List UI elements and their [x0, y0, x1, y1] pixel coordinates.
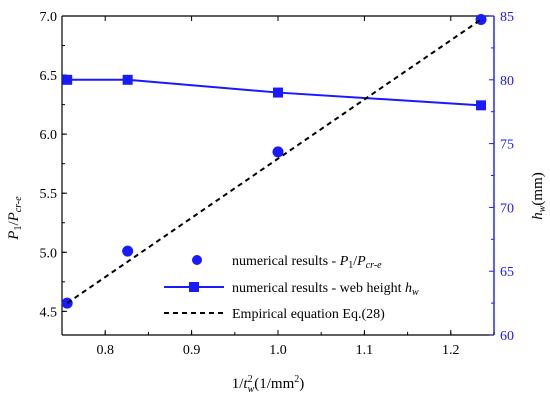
legend: numerical results - P1/Pcr-e numerical r… [164, 254, 419, 322]
web-height-point [122, 74, 133, 85]
x-tick-label: 0.8 [96, 343, 114, 358]
p-ratio-point [122, 245, 134, 257]
legend-label-empirical: Empirical equation Eq.(28) [232, 307, 385, 322]
y-left-tick-label: 6.0 [40, 128, 58, 143]
x-tick-label: 1.2 [442, 343, 460, 358]
legend-marker-circle [192, 255, 202, 265]
series-layer [61, 14, 487, 309]
web-height-line [67, 78, 482, 107]
y-right-axis-title: hw(mm) [530, 172, 548, 220]
y-right-tick-label: 85 [500, 10, 514, 25]
empirical-equation-line [66, 18, 482, 304]
y-left-tick-label: 4.5 [40, 305, 58, 320]
web-height-point [476, 100, 487, 111]
p-ratio-point [272, 146, 284, 158]
web-height-point [273, 87, 283, 98]
legend-label-p-ratio: numerical results - P1/Pcr-e [232, 254, 382, 271]
x-tick-label: 0.9 [183, 343, 201, 358]
y-right-tick-label: 75 [500, 138, 514, 153]
x-axis-title: 1/t2 w(1/mm2) [232, 374, 305, 395]
x-tick-label: 1.0 [269, 343, 287, 358]
y-right-tick-label: 80 [500, 74, 514, 89]
y-right-tick-label: 70 [500, 201, 514, 216]
y-left-tick-label: 5.0 [40, 246, 58, 261]
web-height-point [62, 74, 73, 85]
axes: 0.8 0.9 1.0 1.1 1.2 4.5 5.0 5.5 6.0 6.5 7.0 60 65 70 7… [40, 10, 515, 358]
legend-marker-square [189, 282, 199, 292]
y-left-tick-label: 5.5 [40, 187, 58, 202]
y-left-tick-label: 6.5 [40, 69, 58, 84]
y-right-tick-label: 65 [500, 265, 514, 280]
y-left-axis-title: P1/Pcr-e [6, 196, 24, 241]
y-left-tick-label: 7.0 [40, 10, 58, 25]
legend-label-web-height: numerical results - web height hw [232, 281, 419, 298]
x-tick-label: 1.1 [356, 343, 374, 358]
y-right-tick-label: 60 [500, 329, 514, 344]
